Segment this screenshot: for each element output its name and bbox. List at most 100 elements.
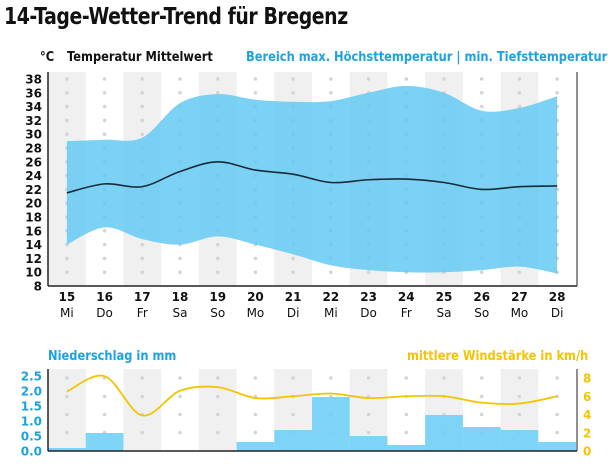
grid-dot: [253, 270, 258, 275]
grid-dot: [329, 270, 333, 275]
precip-tick-label: 0.5: [21, 430, 42, 444]
grid-dot: [102, 91, 107, 95]
grid-dot: [140, 270, 145, 275]
wind-tick-label: 6: [583, 390, 591, 404]
y-tick-label: 24: [25, 169, 42, 183]
x-tick-date: 25: [436, 290, 453, 304]
grid-dot: [517, 91, 522, 95]
grid-dot: [178, 256, 182, 261]
x-tick-date: 24: [398, 290, 415, 304]
precip-tick-label: 2.5: [21, 370, 42, 384]
precipitation-bar: [312, 397, 350, 451]
grid-dot: [140, 242, 145, 247]
x-tick-date: 21: [285, 290, 302, 304]
precip-label: Niederschlag in mm: [48, 349, 177, 364]
grid-dot: [215, 256, 220, 261]
grid-dot: [366, 430, 371, 435]
y-tick-label: 10: [25, 266, 42, 280]
grid-dot: [178, 412, 182, 417]
grid-dot: [215, 270, 220, 275]
precipitation-bar: [48, 448, 86, 451]
grid-dot: [102, 256, 107, 261]
precip-tick-label: 2.0: [21, 385, 42, 399]
grid-dot: [140, 430, 145, 435]
grid-dot: [102, 104, 107, 109]
grid-dot: [102, 229, 107, 233]
grid-dot: [517, 412, 522, 417]
grid-dot: [102, 270, 107, 275]
x-tick-date: 16: [96, 290, 113, 304]
grid-dot: [65, 376, 69, 380]
grid-dot: [65, 394, 69, 399]
x-tick-weekday: So: [474, 306, 489, 320]
grid-dot: [442, 376, 446, 380]
x-tick-weekday: Do: [360, 306, 377, 320]
precipitation-bar: [349, 436, 388, 451]
x-tick-date: 15: [59, 290, 76, 304]
grid-dot: [253, 77, 258, 81]
x-tick-weekday: Di: [287, 306, 300, 320]
x-tick-date: 23: [360, 290, 377, 304]
grid-dot: [442, 77, 446, 81]
legend-range: Bereich max. Höchsttemperatur | min. Tie…: [246, 50, 608, 65]
y-tick-label: 38: [25, 73, 42, 87]
grid-dot: [215, 376, 220, 380]
y-tick-label: 20: [25, 197, 42, 211]
y-tick-label: 16: [25, 224, 42, 238]
precip-tick-label: 1.0: [21, 415, 42, 429]
x-tick-date: 27: [511, 290, 528, 304]
column-shade: [48, 369, 86, 451]
grid-dot: [140, 132, 145, 136]
grid-dot: [65, 412, 69, 417]
grid-dot: [140, 77, 145, 81]
y-tick-label: 32: [25, 114, 42, 128]
grid-dot: [215, 242, 220, 247]
grid-dot: [555, 77, 559, 81]
grid-dot: [253, 91, 258, 95]
grid-dot: [65, 118, 69, 123]
precipitation-bar: [274, 430, 312, 451]
grid-dot: [479, 270, 484, 275]
grid-dot: [479, 77, 484, 81]
grid-dot: [102, 242, 107, 247]
grid-dot: [102, 118, 107, 123]
grid-dot: [215, 412, 220, 417]
grid-dot: [65, 256, 69, 261]
precipitation-bar: [236, 442, 275, 451]
grid-dot: [366, 376, 371, 380]
precipitation-bar: [538, 442, 576, 451]
grid-dot: [404, 412, 409, 417]
precipitation-bar: [425, 415, 463, 451]
grid-dot: [253, 430, 258, 435]
x-tick-date: 20: [247, 290, 264, 304]
y-tick-label: 30: [25, 128, 42, 142]
temperature-range-band: [66, 85, 558, 274]
grid-dot: [329, 77, 333, 81]
x-tick-weekday: So: [210, 306, 225, 320]
x-tick-weekday: Sa: [437, 306, 452, 320]
grid-dot: [178, 77, 182, 81]
grid-dot: [479, 412, 484, 417]
y-tick-label: 18: [25, 211, 42, 225]
column-shade: [198, 369, 237, 451]
grid-dot: [140, 118, 145, 123]
grid-dot: [291, 256, 295, 261]
y-tick-label: 14: [25, 238, 42, 252]
grid-dot: [291, 270, 295, 275]
grid-dot: [517, 104, 522, 109]
grid-dot: [102, 412, 107, 417]
y-tick-label: 36: [25, 86, 42, 100]
wind-tick-label: 4: [583, 408, 591, 422]
precipitation-bar: [462, 427, 501, 451]
grid-dot: [253, 412, 258, 417]
grid-dot: [102, 132, 107, 136]
x-tick-weekday: Mo: [247, 306, 265, 320]
unit-label: °C: [40, 50, 55, 65]
grid-dot: [366, 77, 371, 81]
grid-dot: [65, 91, 69, 95]
grid-dot: [215, 77, 220, 81]
precipitation-bar: [387, 445, 426, 451]
grid-dot: [65, 270, 69, 275]
grid-dot: [404, 77, 409, 81]
